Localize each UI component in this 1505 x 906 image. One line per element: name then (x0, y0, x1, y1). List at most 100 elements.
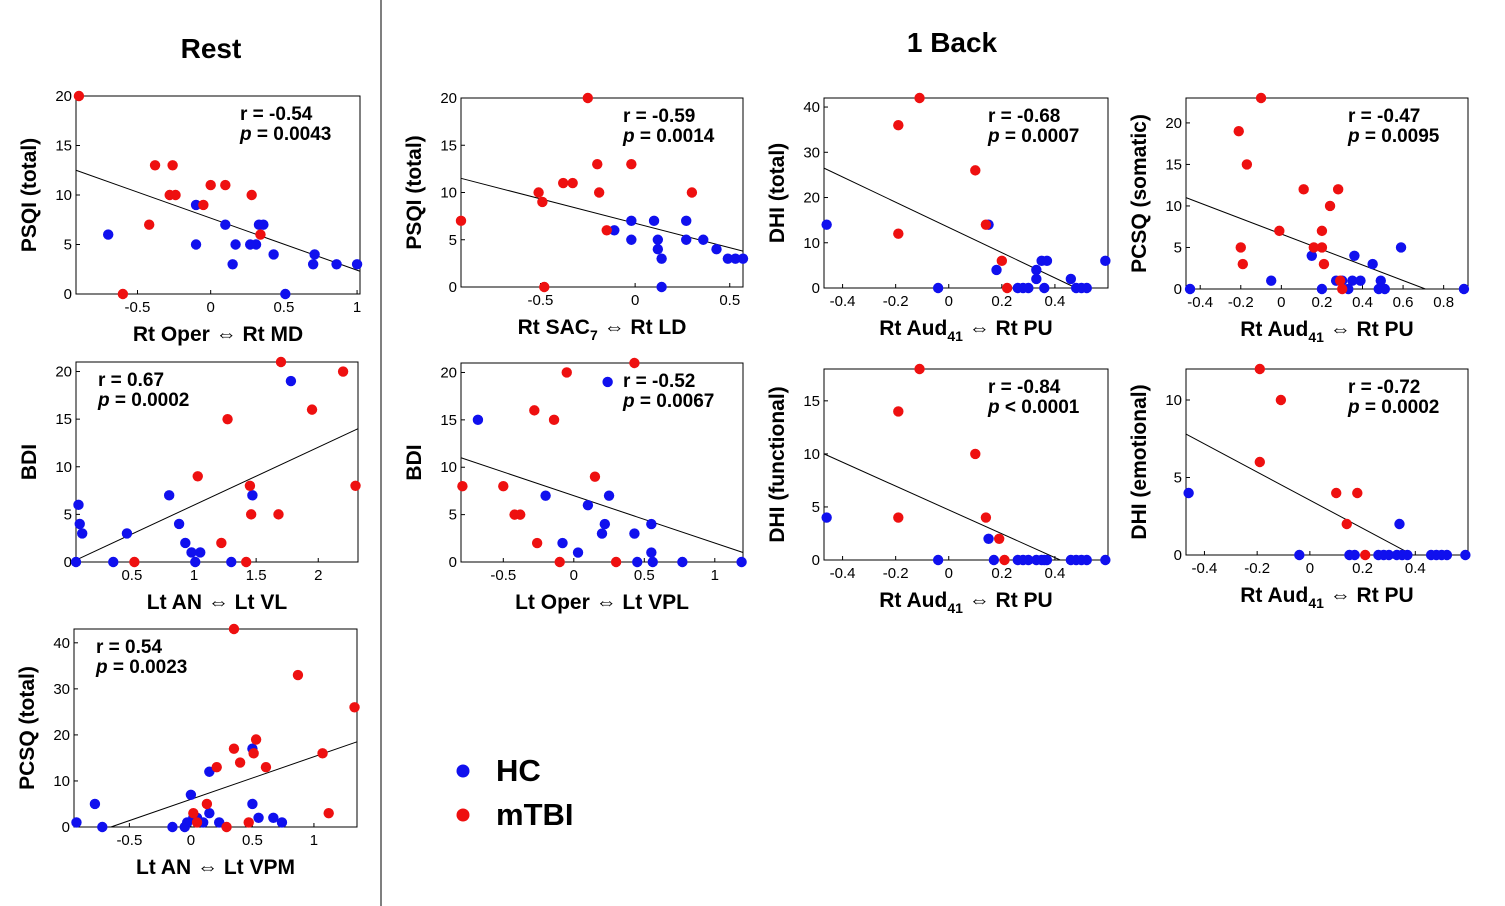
regression-line (75, 428, 359, 561)
data-point-mtbi (529, 405, 540, 416)
data-point-hc (1266, 275, 1277, 286)
data-point-mtbi (1255, 92, 1267, 104)
correlation-p: p = 0.0007 (987, 126, 1079, 147)
x-tick-label: 0.6 (1393, 294, 1414, 311)
y-tick-label: 30 (53, 681, 70, 698)
x-tick-label: 1.5 (246, 567, 267, 584)
data-point-mtbi (993, 533, 1005, 544)
data-point-mtbi (537, 196, 548, 208)
x-axis-label: Lt Oper ⇔ Lt VPL (515, 591, 689, 614)
data-point-hc (1183, 487, 1194, 499)
x-tick-label: -0.4 (1192, 560, 1218, 577)
data-point-mtbi (1332, 184, 1344, 195)
data-point-mtbi (205, 179, 216, 191)
data-point-hc (737, 253, 749, 264)
data-point-mtbi (686, 187, 698, 198)
data-point-mtbi (1316, 242, 1328, 253)
data-point-mtbi (246, 189, 257, 201)
data-point-hc (247, 798, 258, 810)
data-point-hc (186, 547, 197, 558)
x-tick-label: 0.5 (719, 292, 740, 309)
data-point-mtbi (626, 158, 637, 170)
regression-line (460, 177, 744, 252)
data-point-hc (180, 537, 191, 549)
data-point-mtbi (228, 623, 240, 635)
data-point-mtbi (1275, 394, 1287, 406)
x-tick-label: 1 (353, 299, 361, 316)
data-point-hc (626, 215, 637, 227)
data-point-hc (572, 547, 584, 558)
data-point-mtbi (221, 821, 232, 833)
data-point-hc (1081, 554, 1092, 566)
y-tick-label: 10 (440, 185, 457, 202)
data-point-hc (647, 556, 658, 568)
data-point-mtbi (243, 817, 254, 828)
y-tick-label: 10 (1165, 392, 1182, 409)
data-point-hc (1349, 250, 1360, 261)
y-tick-label: 0 (812, 280, 820, 297)
data-point-hc (1306, 250, 1317, 261)
data-point-hc (646, 547, 657, 558)
data-point-hc (285, 375, 297, 387)
data-point-mtbi (337, 366, 349, 377)
y-tick-label: 5 (449, 232, 457, 249)
x-tick-label: 0.2 (991, 293, 1012, 310)
y-axis-label: DHI (total) (766, 143, 789, 243)
data-point-mtbi (1241, 159, 1253, 170)
data-point-mtbi (323, 807, 334, 819)
data-point-hc (1347, 275, 1358, 286)
chart-rest_bdi: 0 5 10 15 20 0.5 1 1.5 2 r = 0.67p = 0.0002 BDI Lt … (18, 356, 361, 614)
y-tick-label: 15 (1165, 156, 1182, 173)
regression-line (460, 457, 744, 553)
x-tick-label: 0 (945, 565, 953, 582)
x-tick-label: 0.4 (1352, 294, 1373, 311)
y-tick-label: 0 (449, 279, 457, 296)
y-tick-label: 20 (803, 190, 820, 207)
data-point-mtbi (893, 228, 904, 239)
data-point-mtbi (1254, 363, 1265, 375)
data-point-hc (351, 259, 363, 270)
x-tick-label: -0.5 (490, 567, 516, 584)
data-point-hc (227, 259, 238, 270)
data-point-mtbi (893, 406, 904, 417)
data-point-mtbi (539, 281, 550, 293)
data-point-mtbi (191, 817, 203, 828)
correlation-r: r = -0.68 (988, 106, 1060, 127)
data-point-hc (167, 821, 178, 833)
data-point-mtbi (593, 187, 605, 198)
x-tick-label: 0 (945, 293, 953, 310)
data-point-mtbi (192, 471, 203, 482)
y-tick-label: 5 (449, 507, 457, 524)
data-point-mtbi (149, 160, 161, 171)
data-point-mtbi (216, 537, 227, 549)
data-point-hc (983, 533, 994, 544)
data-point-mtbi (1235, 242, 1246, 253)
plot-frame (73, 628, 358, 828)
x-tick-label: 0.4 (1044, 565, 1065, 582)
data-point-mtbi (117, 288, 129, 300)
regression-line (1185, 433, 1413, 556)
data-point-mtbi (1352, 487, 1363, 499)
data-point-mtbi (498, 480, 509, 492)
data-point-hc (988, 554, 1000, 566)
data-point-hc (609, 225, 620, 236)
data-point-hc (1100, 255, 1111, 267)
data-point-hc (582, 499, 594, 511)
y-tick-label: 15 (440, 137, 457, 154)
data-point-hc (230, 239, 241, 250)
y-axis-label: PCSQ (total) (16, 666, 39, 790)
data-point-hc (74, 518, 85, 530)
y-tick-label: 40 (803, 99, 820, 116)
data-point-hc (629, 528, 640, 539)
data-point-hc (646, 518, 657, 530)
data-point-mtbi (275, 356, 287, 368)
data-point-hc (1294, 549, 1305, 561)
data-point-hc (247, 490, 258, 501)
data-point-hc (258, 219, 269, 230)
y-tick-label: 0 (449, 554, 457, 571)
data-point-hc (307, 259, 319, 270)
data-point-mtbi (1308, 242, 1320, 253)
x-tick-label: 0.8 (1433, 294, 1454, 311)
